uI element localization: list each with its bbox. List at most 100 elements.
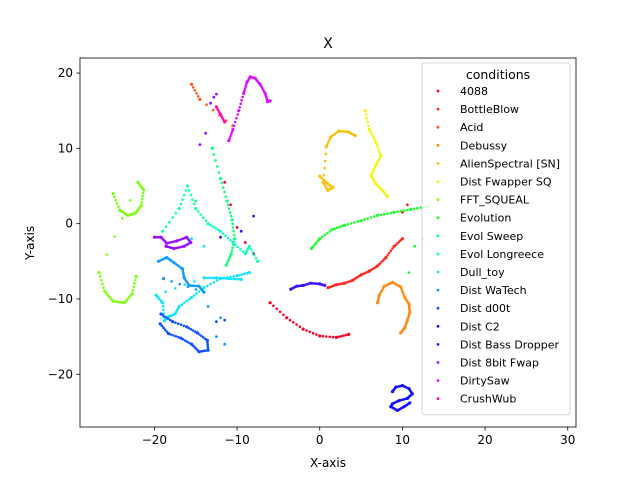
data-point <box>168 220 171 224</box>
data-point <box>288 318 292 322</box>
data-point <box>305 329 308 332</box>
data-point <box>215 165 219 168</box>
data-point <box>243 87 247 91</box>
data-point <box>202 286 206 290</box>
data-point <box>130 292 134 296</box>
data-point <box>201 216 205 219</box>
data-point <box>340 224 344 228</box>
data-point <box>366 120 370 124</box>
data-point <box>214 276 218 280</box>
data-point <box>202 290 206 294</box>
data-point <box>413 244 417 248</box>
data-point <box>251 251 255 254</box>
data-point <box>206 222 210 226</box>
data-point <box>235 274 239 278</box>
data-point <box>309 281 313 285</box>
data-point <box>373 138 376 142</box>
data-point <box>406 208 409 212</box>
data-point <box>223 120 227 124</box>
data-point <box>178 282 181 286</box>
legend-marker <box>436 343 440 346</box>
data-point <box>196 210 200 213</box>
data-point <box>190 237 194 241</box>
data-point <box>252 214 256 218</box>
data-point <box>191 284 195 288</box>
legend-box <box>421 62 571 416</box>
legend-marker <box>436 216 440 220</box>
data-point <box>161 305 165 308</box>
data-point <box>412 207 416 211</box>
data-point <box>214 159 217 162</box>
data-point <box>331 335 335 339</box>
data-point <box>328 230 332 233</box>
data-point <box>106 294 110 297</box>
legend-label: Dist d00t <box>460 302 511 315</box>
data-point <box>406 203 409 207</box>
data-point <box>154 293 158 297</box>
data-point <box>234 277 238 281</box>
data-point <box>206 305 210 308</box>
data-point <box>192 294 196 297</box>
data-point <box>295 323 298 326</box>
data-point <box>204 131 208 135</box>
data-point <box>110 298 113 301</box>
data-point <box>389 249 393 253</box>
data-point <box>224 195 228 198</box>
data-point <box>117 205 120 209</box>
series-14 <box>219 214 327 291</box>
data-point <box>215 279 219 282</box>
data-point <box>192 202 196 206</box>
series-9 <box>161 184 260 263</box>
data-point <box>124 299 128 303</box>
data-point <box>181 237 184 240</box>
plot-area: −20 −10 0 10 20 30 −20 −10 0 10 20 <box>48 57 577 447</box>
x-tick-label: 10 <box>395 433 410 447</box>
data-point <box>180 245 184 248</box>
data-point <box>218 229 223 233</box>
data-point <box>198 97 202 101</box>
data-point <box>323 283 327 287</box>
data-point <box>237 277 240 281</box>
series-0 <box>223 180 351 339</box>
series-3 <box>376 280 412 335</box>
data-point <box>114 198 117 202</box>
data-point <box>160 324 164 328</box>
data-point <box>185 299 188 303</box>
legend-label: 4088 <box>460 85 488 98</box>
series-8 <box>177 146 237 267</box>
data-point <box>226 236 230 240</box>
data-point <box>240 99 243 102</box>
data-point <box>126 297 129 301</box>
legend-marker <box>436 180 440 183</box>
data-point <box>174 321 177 324</box>
data-point <box>158 322 162 326</box>
data-point <box>217 171 221 174</box>
data-point <box>166 317 170 320</box>
data-point <box>183 283 187 287</box>
legend: conditions 4088 BottleBlow Acid Debussy Alien… <box>421 62 571 416</box>
data-point <box>233 120 237 124</box>
data-point <box>215 92 218 96</box>
data-point <box>217 276 221 280</box>
legend-marker <box>436 198 440 202</box>
data-point <box>209 282 212 286</box>
chart-title: X <box>323 36 333 52</box>
data-point <box>335 226 339 230</box>
data-point <box>133 282 136 285</box>
data-point <box>169 333 173 336</box>
data-point <box>386 212 389 215</box>
data-point <box>220 181 224 185</box>
data-point <box>177 207 181 211</box>
series-4 <box>318 129 357 193</box>
data-point <box>164 244 168 248</box>
data-point <box>205 276 208 280</box>
data-point <box>321 180 325 184</box>
data-point <box>386 254 389 257</box>
data-point <box>327 139 331 143</box>
data-point <box>292 321 295 324</box>
data-point <box>105 253 109 256</box>
legend-label: FFT_SQUEAL <box>460 194 530 207</box>
data-point <box>231 127 235 132</box>
data-point <box>187 189 191 192</box>
data-point <box>278 310 282 314</box>
